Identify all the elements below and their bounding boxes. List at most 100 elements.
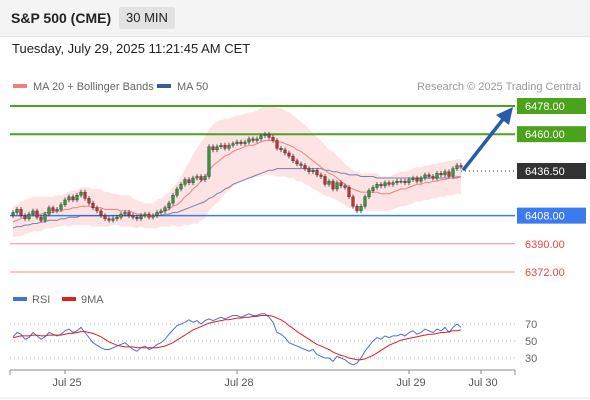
candle-body (311, 170, 315, 172)
candle-body (451, 168, 455, 177)
candle-body (187, 179, 191, 183)
candle (167, 200, 171, 211)
candle-body (259, 135, 263, 140)
candle (139, 213, 143, 222)
candle-body (235, 141, 239, 144)
candle (159, 208, 163, 215)
candle-body (371, 187, 375, 191)
candle-body (215, 146, 219, 151)
candle-body (255, 138, 259, 141)
level-label-6478.00: 6478.00 (525, 101, 565, 113)
candle (11, 210, 15, 218)
candle-body (79, 191, 83, 196)
candle (39, 214, 43, 223)
candle-body (147, 213, 151, 218)
candle (379, 181, 383, 189)
timeframe-button[interactable]: 30 MIN (119, 7, 175, 29)
candle (243, 139, 247, 146)
candle-body (231, 143, 235, 146)
candle-body (307, 168, 311, 172)
candle-body (291, 155, 295, 162)
candle (203, 174, 207, 182)
candle-body (287, 152, 291, 157)
rsi-legend-swatch (13, 297, 27, 301)
candle-body (163, 207, 167, 212)
candle (307, 166, 311, 175)
candle-body (351, 196, 355, 207)
level-label-6436.50: 6436.50 (525, 166, 565, 178)
bollinger-band (13, 106, 461, 238)
candle (79, 189, 83, 198)
candle-body (427, 174, 431, 177)
candle (443, 169, 447, 178)
candle (415, 175, 419, 184)
candle (35, 208, 39, 220)
candle (43, 211, 47, 223)
candle-body (247, 138, 251, 143)
candle (387, 180, 391, 187)
candle (31, 208, 35, 217)
candle (315, 167, 319, 178)
candle (231, 141, 235, 148)
candle-body (191, 177, 195, 183)
candle (27, 211, 31, 222)
candle-body (455, 165, 459, 169)
candle (291, 153, 295, 164)
legend-swatch (13, 84, 27, 88)
candle (135, 214, 139, 222)
candle-body (183, 179, 187, 185)
candle (199, 174, 203, 182)
candle-body (51, 207, 55, 212)
candle-body (419, 177, 423, 182)
candle (343, 183, 347, 190)
candle-body (403, 180, 407, 183)
candle-body (55, 209, 59, 212)
candle (419, 175, 423, 184)
candle (207, 144, 211, 179)
candle-body (179, 184, 183, 190)
candle-body (115, 216, 119, 219)
candle-body (295, 160, 299, 165)
candle-body (391, 182, 395, 185)
candle-body (171, 195, 175, 204)
rsi-legend-swatch (62, 297, 76, 301)
candle-body (15, 209, 19, 213)
candle-body (203, 176, 207, 180)
candle-body (327, 180, 331, 185)
candle-body (379, 184, 383, 187)
candle (447, 169, 451, 179)
candle (451, 166, 455, 179)
candle-body (375, 184, 379, 188)
candle-body (399, 180, 403, 183)
candle (47, 205, 51, 217)
candle-body (415, 177, 419, 182)
level-tag-6460.00 (517, 126, 586, 143)
candle (347, 185, 351, 200)
candle (215, 144, 219, 153)
candle-body (279, 148, 283, 151)
candle-body (387, 182, 391, 185)
candle-body (319, 174, 323, 177)
candle (331, 178, 335, 192)
candle-body (331, 180, 335, 190)
candle-body (139, 215, 143, 219)
candle-body (131, 215, 135, 218)
candle-body (275, 140, 279, 149)
candle-body (91, 202, 95, 208)
rsi-tick-label: 30 (525, 353, 537, 365)
time-tick-label: Jul 30 (468, 377, 497, 389)
ma50-line (12, 168, 462, 229)
candle-body (267, 133, 271, 138)
candle (295, 158, 299, 167)
rsi-ma9-line (12, 315, 462, 361)
forecast-arrow-shaft (462, 116, 506, 171)
candle (83, 189, 87, 201)
level-label-6390.00: 6390.00 (525, 239, 565, 251)
candle-body (207, 146, 211, 177)
forecast-arrow-head (496, 107, 513, 125)
rsi-tick-label: 50 (525, 336, 537, 348)
candle-body (199, 176, 203, 180)
candle (191, 175, 195, 186)
candle (411, 175, 415, 182)
